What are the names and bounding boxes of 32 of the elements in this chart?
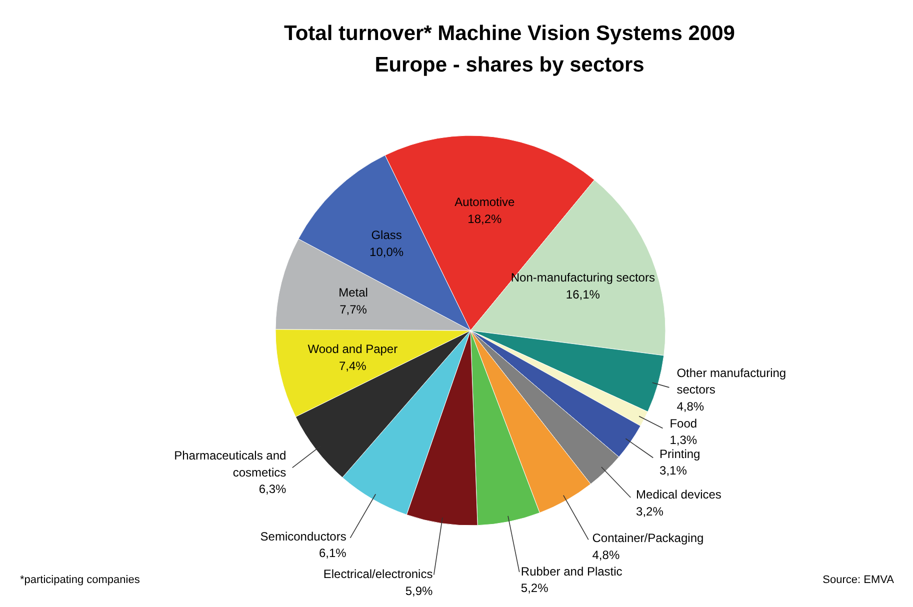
data-label: 6,3% [258,482,287,496]
slice-label: Container/Packaging [592,531,704,546]
data-label: 5,9% [405,584,434,598]
slice-label: Electrical/electronics [323,567,433,582]
slice-label: Other manufacturing sectors [676,366,786,397]
data-label: 1,3% [670,433,698,448]
data-label: 3,2% [636,504,664,519]
text: *participating companies [20,574,140,586]
slice-label: Printing [660,446,700,461]
slice-label: Wood and Paper [308,342,398,356]
slice-label: Non-manufacturing sectors [510,270,655,285]
data-label: 10,0% [370,244,404,259]
slice-label: Rubber and Plastic [520,564,622,578]
slice-label: Glass [371,228,402,242]
data-label: 18,2% [468,212,502,226]
slice-label: Food [670,416,698,430]
data-label: 6,1% [318,546,347,560]
slice-label: Semiconductors [260,529,346,544]
slice-label: Medical devices [636,488,722,502]
data-label: 3,1% [660,464,688,478]
slice-label: Pharmaceuticals and cosmetics [174,448,286,480]
source-note: Source: EMVA [822,574,895,586]
data-label: 16,1% [566,287,600,302]
data-label: 4,8% [676,399,704,414]
slice-label: Automotive [454,195,516,210]
slice-label: Metal [338,285,368,300]
data-label: 7,4% [339,359,367,374]
data-label: 5,2% [520,581,549,596]
data-label: 4,8% [592,548,620,562]
chart-subtitle: Europe - shares by sectors [374,53,644,76]
data-label: 7,7% [340,302,368,316]
chart-title: Total turnover* Machine Vision Systems 2009 [284,22,735,46]
